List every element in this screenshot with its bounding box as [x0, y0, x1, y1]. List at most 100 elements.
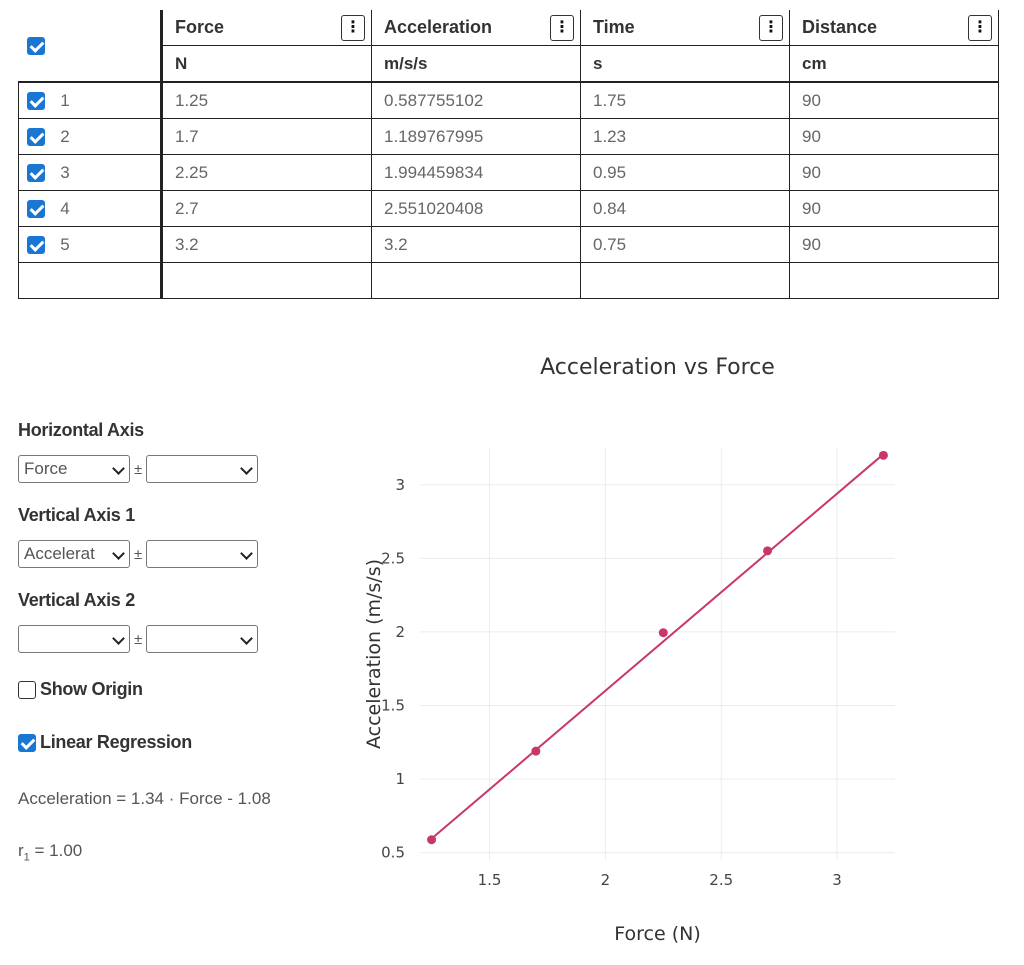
column-menu-button[interactable]: ⋮ — [968, 15, 992, 41]
row-checkbox[interactable] — [27, 128, 45, 147]
table-row-empty — [18, 262, 999, 299]
table-cell[interactable]: 1.75 — [580, 81, 790, 119]
y-tick-label: 2.5 — [381, 549, 405, 567]
table-cell[interactable]: 1.23 — [580, 118, 790, 155]
chevron-down-icon — [240, 632, 254, 645]
horizontal-axis-row: Force ± — [18, 455, 338, 483]
cell-value: 90 — [802, 126, 821, 146]
table-cell[interactable]: 90 — [789, 226, 999, 263]
graph-controls: Horizontal Axis Force ± Vertical Axis 1 … — [18, 420, 338, 863]
row-header: 1 — [18, 81, 163, 119]
table-cell[interactable]: 3.2 — [161, 226, 372, 263]
table-cell[interactable]: 2.7 — [161, 190, 372, 227]
show-origin-checkbox[interactable] — [18, 680, 36, 699]
vertical-axis-2-select[interactable] — [18, 625, 130, 653]
unit-label: cm — [802, 53, 827, 73]
table-cell[interactable]: 1.25 — [161, 81, 372, 119]
unit-cell-distance[interactable]: cm — [789, 45, 999, 83]
data-point — [531, 746, 541, 756]
x-tick-label: 3 — [832, 871, 842, 889]
table-cell[interactable]: 3.2 — [371, 226, 581, 263]
table-cell[interactable]: 90 — [789, 118, 999, 155]
column-menu-button[interactable]: ⋮ — [341, 15, 365, 41]
y-tick-label: 0.5 — [381, 844, 405, 862]
regression-line — [430, 453, 885, 840]
table-cell[interactable] — [580, 262, 790, 299]
unit-cell-force[interactable]: N — [161, 45, 372, 83]
unit-label: m/s/s — [384, 53, 428, 73]
table-cell[interactable]: 90 — [789, 154, 999, 191]
table-cell[interactable]: 0.95 — [580, 154, 790, 191]
table-cell[interactable]: 1.994459834 — [371, 154, 581, 191]
table-cell[interactable] — [161, 262, 372, 299]
table-cell[interactable] — [789, 262, 999, 299]
y-axis-label: Acceleration (m/s/s) — [363, 559, 385, 749]
unit-cell-acceleration[interactable]: m/s/s — [371, 45, 581, 83]
column-menu-button[interactable]: ⋮ — [759, 15, 783, 41]
table-cell[interactable]: 1.189767995 — [371, 118, 581, 155]
plus-minus-label: ± — [134, 545, 143, 563]
row-checkbox[interactable] — [27, 200, 45, 219]
row-checkbox[interactable] — [27, 164, 45, 183]
table-cell[interactable]: 2.551020408 — [371, 190, 581, 227]
vertical-2-error-select[interactable] — [146, 625, 259, 653]
chart-title: Acceleration vs Force — [540, 355, 775, 380]
cell-value: 0.75 — [593, 234, 627, 254]
row-checkbox[interactable] — [27, 236, 45, 255]
table-cell[interactable]: 0.587755102 — [371, 81, 581, 119]
row-number: 3 — [60, 162, 70, 182]
select-value: Force — [24, 459, 68, 478]
vertical-axis-1-select[interactable]: Accelerat — [18, 540, 130, 568]
cell-value: 3.2 — [175, 234, 199, 254]
r-subscript: 1 — [23, 851, 30, 864]
table-cell[interactable]: 90 — [789, 81, 999, 119]
column-header-time[interactable]: Time ⋮ — [580, 10, 790, 46]
chevron-down-icon — [112, 632, 125, 645]
row-number: 4 — [60, 198, 70, 218]
table-header-row: Force ⋮ Acceleration ⋮ Time ⋮ Distance ⋮ — [18, 10, 999, 83]
linear-regression-label[interactable]: Linear Regression — [40, 732, 192, 752]
table-cell[interactable]: 0.75 — [580, 226, 790, 263]
column-name: Distance — [802, 17, 878, 37]
cell-value: 1.75 — [593, 90, 627, 110]
table-cell[interactable] — [371, 262, 581, 299]
select-all-checkbox[interactable] — [26, 37, 45, 56]
cell-value: 2.25 — [175, 162, 209, 182]
column-header-acceleration[interactable]: Acceleration ⋮ — [371, 10, 581, 46]
table-cell[interactable]: 2.25 — [161, 154, 372, 191]
horizontal-error-select[interactable] — [146, 455, 259, 483]
cell-value: 1.23 — [593, 126, 627, 146]
data-table: Force ⋮ Acceleration ⋮ Time ⋮ Distance ⋮… — [18, 10, 999, 299]
vertical-1-error-select[interactable] — [146, 540, 259, 568]
vertical-axis-1-label: Vertical Axis 1 — [18, 505, 135, 525]
unit-cell-time[interactable]: s — [580, 45, 790, 83]
row-checkbox[interactable] — [27, 92, 45, 111]
chevron-down-icon — [112, 462, 125, 475]
table-cell[interactable]: 1.7 — [161, 118, 372, 155]
column-header-force[interactable]: Force ⋮ — [161, 10, 372, 46]
vertical-axis-2-label: Vertical Axis 2 — [18, 590, 135, 610]
table-cell[interactable]: 0.84 — [580, 190, 790, 227]
linear-regression-row[interactable]: Linear Regression — [18, 732, 338, 753]
cell-value: 3.2 — [384, 234, 408, 254]
column-header-distance[interactable]: Distance ⋮ — [789, 10, 999, 46]
row-number: 5 — [60, 234, 70, 254]
cell-value: 90 — [802, 234, 821, 254]
column-name: Time — [593, 17, 635, 37]
cell-value: 2.551020408 — [384, 198, 484, 218]
show-origin-row[interactable]: Show Origin — [18, 679, 338, 700]
cell-value: 90 — [802, 90, 821, 110]
cell-value: 0.95 — [593, 162, 627, 182]
x-tick-label: 2 — [601, 871, 611, 889]
horizontal-axis-select[interactable]: Force — [18, 455, 130, 483]
table-cell[interactable]: 90 — [789, 190, 999, 227]
row-header: 5 — [18, 226, 163, 263]
table-units-row: N m/s/s s cm — [19, 45, 999, 83]
data-point — [658, 628, 668, 638]
chevron-down-icon — [240, 462, 254, 475]
linear-regression-checkbox[interactable] — [18, 733, 36, 752]
table-row: 3 2.25 1.994459834 0.95 90 — [18, 154, 999, 191]
column-menu-button[interactable]: ⋮ — [550, 15, 574, 41]
cell-value: 1.189767995 — [384, 126, 484, 146]
show-origin-label[interactable]: Show Origin — [40, 679, 143, 699]
